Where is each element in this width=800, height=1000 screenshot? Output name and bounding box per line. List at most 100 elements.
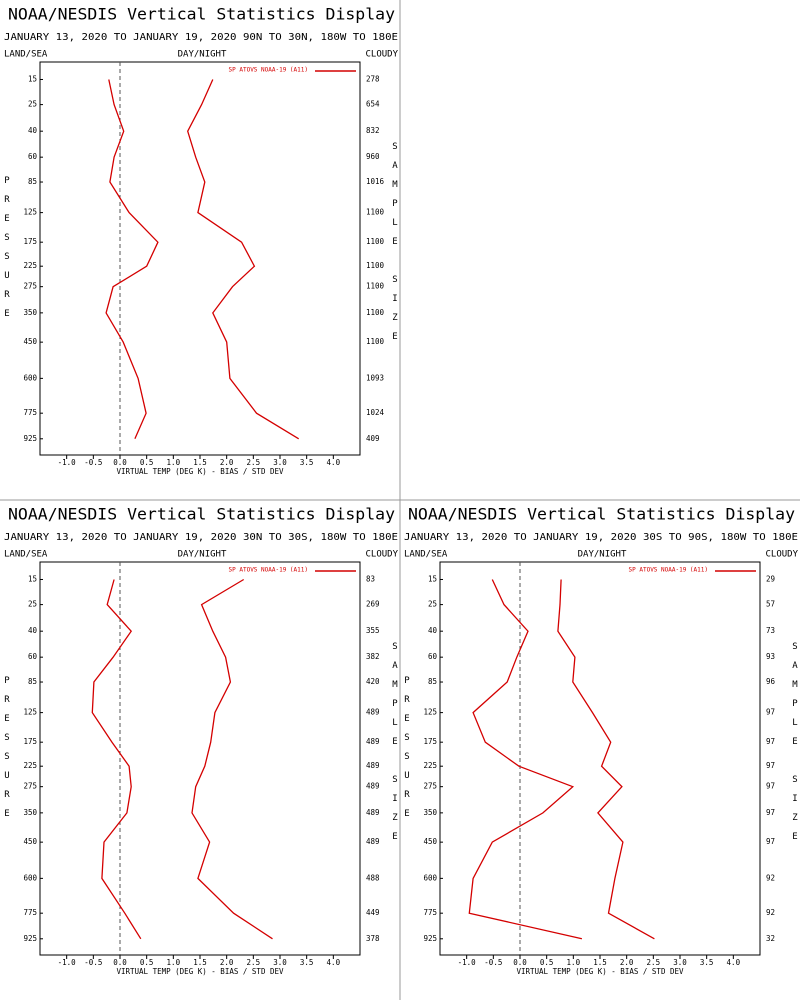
x-tick-label: 2.5 [247,958,261,967]
std-dev-line [187,79,300,440]
y-tick-label: 225 [423,761,437,770]
sample-size: 57 [766,600,775,609]
header-left: LAND/SEA [404,550,448,560]
x-tick-label: 2.0 [220,458,234,467]
sample-size: 489 [366,761,380,770]
y-tick-label: 225 [23,261,37,270]
sample-size: 92 [766,873,775,882]
y-axis-label: PRESSURE [2,676,12,828]
x-tick-label: 1.5 [193,458,207,467]
x-axis-label: VIRTUAL TEMP (DEG K) - BIAS / STD DEV [516,967,684,976]
x-tick-label: 1.5 [593,958,607,967]
sample-size: 409 [366,434,380,443]
y-tick-label: 600 [23,873,37,882]
y-tick-label: 275 [423,782,437,791]
sample-size: 97 [766,761,775,770]
x-tick-label: 0.5 [140,458,154,467]
x-tick-label: -0.5 [84,958,102,967]
y-axis-label: PRESSURE [2,176,12,328]
sample-size: 1100 [366,308,385,317]
sample-size: 97 [766,782,775,791]
header-right: CLOUDY [365,550,398,560]
y-tick-label: 85 [28,177,37,186]
chart-title: NOAA/NESDIS Vertical Statistics Display [408,505,795,524]
sample-size: 96 [766,677,776,686]
plot-frame [39,561,361,956]
x-tick-label: -0.5 [84,458,102,467]
x-tick-label: 1.5 [193,958,207,967]
sample-size: 449 [366,908,380,917]
x-axis-label: VIRTUAL TEMP (DEG K) - BIAS / STD DEV [116,967,284,976]
x-tick-label: 3.5 [300,958,314,967]
sample-size: 654 [366,100,380,109]
y-tick-label: 60 [28,152,38,161]
y-tick-label: 60 [28,652,38,661]
y-tick-label: 25 [28,600,37,609]
x-tick-label: -1.0 [58,958,77,967]
plot-frame [439,561,761,956]
x-tick-label: 2.0 [620,958,634,967]
y-tick-label: 925 [423,934,437,943]
sample-size: 1016 [366,177,385,186]
y-tick-label: 600 [23,373,37,382]
sample-size: 489 [366,782,380,791]
sample-size: 29 [766,574,775,583]
sample-size: 960 [366,152,380,161]
legend-label: SP ATOVS NOAA-19 (A11) [629,567,708,574]
sample-size: 97 [766,837,775,846]
sample-size: 97 [766,808,775,817]
x-tick-label: 3.5 [300,458,314,467]
y-tick-label: 175 [23,237,37,246]
sample-size: 32 [766,934,775,943]
y-tick-label: 600 [423,873,437,882]
y-tick-label: 40 [428,626,438,635]
y-tick-label: 15 [28,574,37,583]
x-tick-label: 3.0 [273,958,287,967]
sample-size: 420 [366,677,380,686]
y-tick-label: 175 [23,737,37,746]
sample-size: 278 [366,74,380,83]
sample-size: 97 [766,737,775,746]
y-tick-label: 25 [28,100,37,109]
y-tick-label: 85 [428,677,437,686]
sample-size: 97 [766,708,775,717]
x-tick-label: 4.0 [727,958,741,967]
chart-subtitle: JANUARY 13, 2020 TO JANUARY 19, 2020 30S… [404,532,798,543]
sample-size: 832 [366,126,380,135]
chart-panel: NOAA/NESDIS Vertical Statistics Display J… [4,505,399,977]
x-tick-label: 1.0 [567,958,581,967]
x-tick-label: 3.0 [273,458,287,467]
x-tick-label: 3.0 [673,958,687,967]
y-axis-label: PRESSURE [402,676,412,828]
sample-size: 83 [366,574,375,583]
header-center: DAY/NIGHT [178,50,227,60]
chart-panel: NOAA/NESDIS Vertical Statistics Display J… [4,5,399,477]
x-tick-label: -0.5 [484,958,502,967]
x-tick-label: 1.0 [167,458,181,467]
y2-axis-label: SAMPLE SIZE [390,642,400,851]
y-tick-label: 15 [28,74,37,83]
y-tick-label: 925 [23,934,37,943]
sample-size: 1100 [366,282,385,291]
x-tick-label: 4.0 [327,458,341,467]
y-tick-label: 450 [23,837,37,846]
y-tick-label: 60 [428,652,438,661]
bias-line [105,79,159,440]
chart-subtitle: JANUARY 13, 2020 TO JANUARY 19, 2020 90N… [4,32,398,43]
legend-label: SP ATOVS NOAA-19 (A11) [229,67,308,74]
y-tick-label: 85 [28,677,37,686]
y2-axis-label: SAMPLE SIZE [390,142,400,351]
y-tick-label: 350 [23,808,37,817]
y-tick-label: 350 [423,808,437,817]
y-tick-label: 125 [23,208,37,217]
y-tick-label: 125 [23,708,37,717]
plot-frame [39,61,361,456]
std-dev-line [557,579,655,940]
x-tick-label: 2.5 [247,458,261,467]
x-tick-label: 2.0 [220,958,234,967]
sample-size: 1100 [366,208,385,217]
sample-size: 1093 [366,373,384,382]
chart-panel: NOAA/NESDIS Vertical Statistics Display J… [404,505,799,977]
